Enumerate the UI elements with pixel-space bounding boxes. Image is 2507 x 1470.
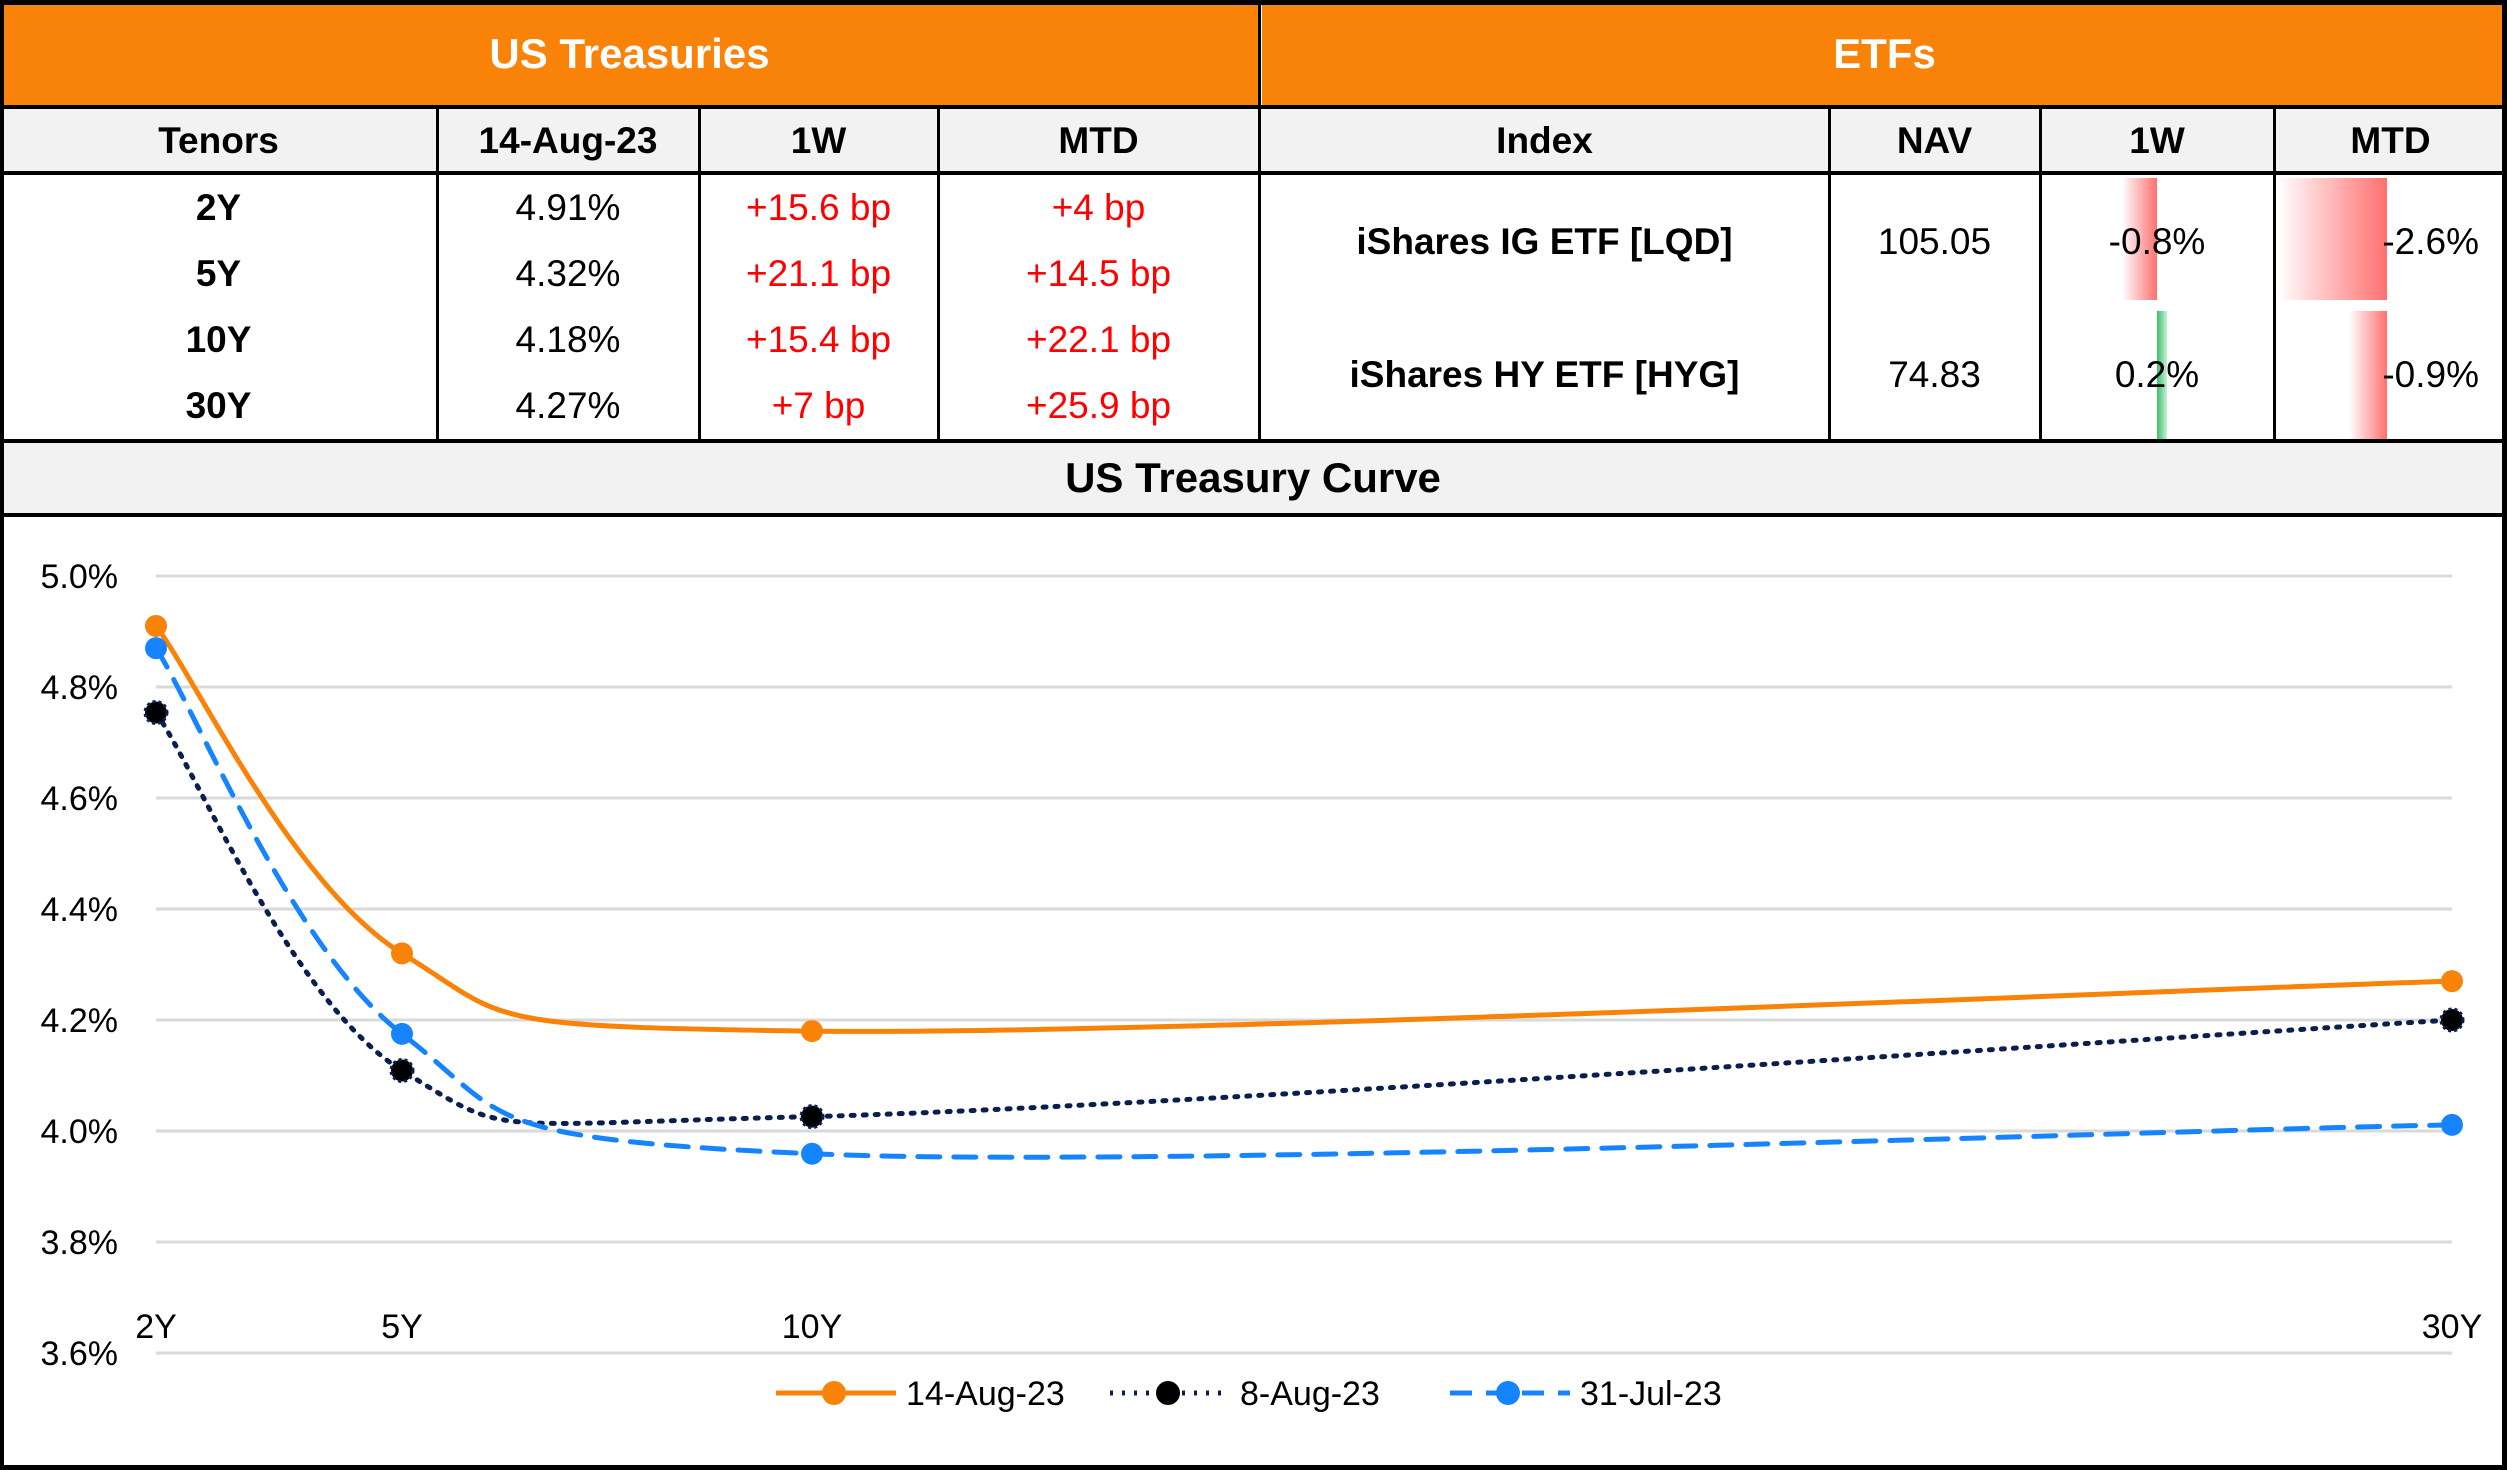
series-point-2: [2441, 1113, 2463, 1136]
y-tick-label: 3.8%: [41, 1224, 119, 1262]
yield-cell: 4.91%: [515, 187, 621, 228]
divider: [436, 108, 439, 441]
tenor-cell: 30Y: [185, 385, 252, 426]
etf-mtd-cell: -0.9%: [2382, 353, 2479, 395]
change-mtd-cell: +25.9 bp: [1025, 385, 1172, 426]
y-tick-label: 4.8%: [41, 669, 119, 707]
legend-marker: [1496, 1381, 1520, 1405]
header-index: Index: [1260, 108, 1829, 173]
yield-cell: 4.18%: [515, 319, 621, 360]
divider: [698, 108, 701, 441]
chart-title: US Treasury Curve: [4, 443, 2502, 513]
etf-mtd-cell: -2.6%: [2382, 220, 2479, 262]
y-tick-label: 4.0%: [41, 1113, 119, 1151]
etfs-title: ETFs: [1262, 0, 2507, 107]
series-point-1: [389, 1058, 415, 1084]
legend-label: 14-Aug-23: [906, 1375, 1065, 1413]
header-1w: 1W: [699, 108, 938, 173]
border-bottom: [0, 1465, 2507, 1470]
change-1w-cell: +21.1 bp: [745, 253, 892, 294]
border-left: [0, 0, 4, 1470]
change-mtd-cell: +14.5 bp: [1025, 253, 1172, 294]
legend-label: 8-Aug-23: [1240, 1375, 1380, 1413]
change-mtd-cell: +4 bp: [1051, 187, 1146, 228]
etf-index-cell: iShares HY ETF [HYG]: [1349, 353, 1740, 395]
y-tick-label: 4.2%: [41, 1002, 119, 1040]
legend-marker: [1156, 1381, 1180, 1405]
nav-cell: 105.05: [1877, 220, 1992, 262]
tenor-cell: 5Y: [195, 253, 242, 294]
x-tick-label: 30Y: [2422, 1308, 2483, 1346]
border-top: [0, 0, 2507, 5]
y-tick-label: 3.6%: [41, 1335, 119, 1373]
series-point-0: [145, 614, 167, 637]
change-mtd-cell: +22.1 bp: [1025, 319, 1172, 360]
us-treasuries-title: US Treasuries: [0, 0, 1259, 107]
data-bar-mtd: [2277, 178, 2387, 300]
series-point-0: [2441, 970, 2463, 993]
etf-1w-cell: -0.8%: [2108, 220, 2206, 262]
x-tick-label: 2Y: [135, 1308, 177, 1346]
series-point-2: [801, 1142, 823, 1165]
x-tick-label: 10Y: [782, 1308, 843, 1346]
legend-marker: [822, 1381, 846, 1405]
divider: [1828, 108, 1831, 441]
change-1w-cell: +15.6 bp: [745, 187, 892, 228]
header-etf-1w: 1W: [2040, 108, 2274, 173]
nav-cell: 74.83: [1888, 353, 1981, 395]
series-line-0: [153, 623, 2455, 1034]
change-1w-cell: +7 bp: [771, 385, 866, 426]
series-point-1: [2439, 1007, 2465, 1033]
yield-cell: 4.27%: [515, 385, 621, 426]
series-point-2: [391, 1022, 413, 1045]
divider: [0, 105, 2507, 109]
series-point-2: [145, 637, 167, 660]
legend-label: 31-Jul-23: [1580, 1375, 1722, 1413]
yield-cell: 4.32%: [515, 253, 621, 294]
x-tick-label: 5Y: [381, 1308, 423, 1346]
etf-index-cell: iShares IG ETF [LQD]: [1356, 220, 1733, 262]
divider: [0, 171, 2507, 175]
data-bar-mtd: [2349, 311, 2387, 439]
change-1w-cell: +15.4 bp: [745, 319, 892, 360]
divider: [2273, 108, 2276, 441]
header-tenors: Tenors: [0, 108, 437, 173]
y-tick-label: 4.6%: [41, 780, 119, 818]
header-etf-mtd: MTD: [2274, 108, 2507, 173]
y-tick-label: 4.4%: [41, 891, 119, 929]
y-tick-label: 5.0%: [41, 558, 119, 596]
series-line-2: [153, 645, 2455, 1160]
border-right: [2502, 0, 2507, 1470]
series-point-1: [799, 1104, 825, 1130]
data-bar-w1: [2121, 178, 2157, 300]
divider: [0, 513, 2507, 517]
header-mtd: MTD: [938, 108, 1259, 173]
series-line-1: [153, 710, 2455, 1126]
data-bar-w1: [2157, 311, 2167, 439]
header-nav: NAV: [1829, 108, 2040, 173]
divider: [937, 108, 940, 441]
tenor-cell: 2Y: [195, 187, 242, 228]
etf-1w-cell: 0.2%: [2114, 353, 2200, 395]
divider: [1258, 0, 1261, 441]
series-point-1: [143, 700, 169, 726]
series-point-0: [391, 942, 413, 965]
header-date: 14-Aug-23: [437, 108, 699, 173]
tenor-cell: 10Y: [185, 319, 252, 360]
series-point-0: [801, 1020, 823, 1043]
divider: [2039, 108, 2042, 441]
divider: [0, 439, 2507, 443]
